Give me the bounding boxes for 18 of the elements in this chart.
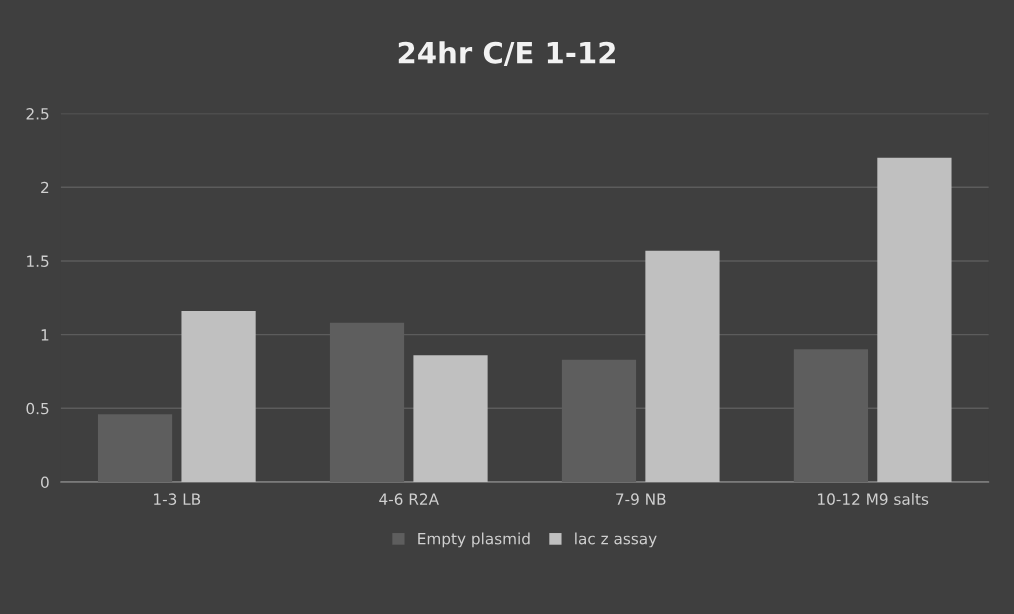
y-tick-label: 1 — [41, 329, 49, 341]
x-tick-label: 1-3 LB — [154, 493, 201, 505]
bar — [413, 355, 488, 482]
bar — [877, 157, 952, 482]
y-tick-label: 0.5 — [26, 402, 49, 415]
x-tick-label: 10-12 M9 salts — [818, 493, 929, 505]
bar — [97, 414, 173, 482]
bar — [645, 250, 720, 482]
y-tick-label: 2.5 — [26, 108, 49, 120]
y-tick-label: 0 — [41, 476, 49, 489]
chart-title: 24hr C/E 1-12 — [398, 41, 615, 67]
x-tick-label: 4-6 R2A — [379, 493, 439, 505]
y-tick-label: 2 — [41, 181, 49, 194]
legend-label: Empty plasmid — [418, 532, 530, 548]
x-tick-label: 7-9 NB — [616, 493, 666, 505]
bar — [181, 311, 256, 482]
y-tick-label: 1.5 — [27, 255, 49, 267]
legend-label: lac z assay — [575, 532, 657, 548]
